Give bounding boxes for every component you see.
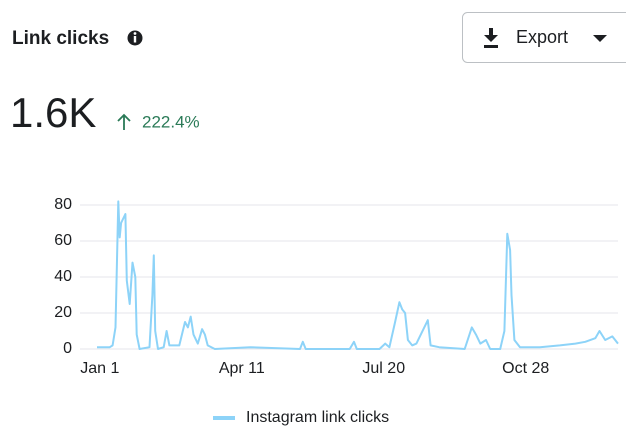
y-tick-label: 40 [54, 268, 72, 285]
export-label[interactable]: Export [516, 27, 568, 47]
x-tick-label: Oct 28 [502, 360, 549, 377]
export-button[interactable]: Export [462, 12, 626, 63]
chart-title: Link clicks [12, 28, 109, 49]
x-tick-label: Apr 11 [219, 360, 265, 377]
y-tick-label: 20 [54, 304, 72, 321]
download-icon [484, 28, 498, 48]
x-tick-label: Jul 20 [362, 360, 405, 377]
y-tick-label: 80 [54, 196, 72, 213]
dropdown-arrow [593, 35, 607, 42]
legend-label: Instagram link clicks [246, 409, 389, 426]
change-value: 222.4% [142, 112, 200, 131]
y-tick-label: 60 [54, 232, 72, 249]
x-tick-label: Jan 1 [80, 360, 119, 377]
y-tick-label: 0 [63, 340, 72, 357]
up-arrow [117, 113, 131, 130]
info-icon [127, 30, 143, 46]
total-value: 1.6K [10, 89, 96, 136]
data-line [97, 200, 619, 350]
